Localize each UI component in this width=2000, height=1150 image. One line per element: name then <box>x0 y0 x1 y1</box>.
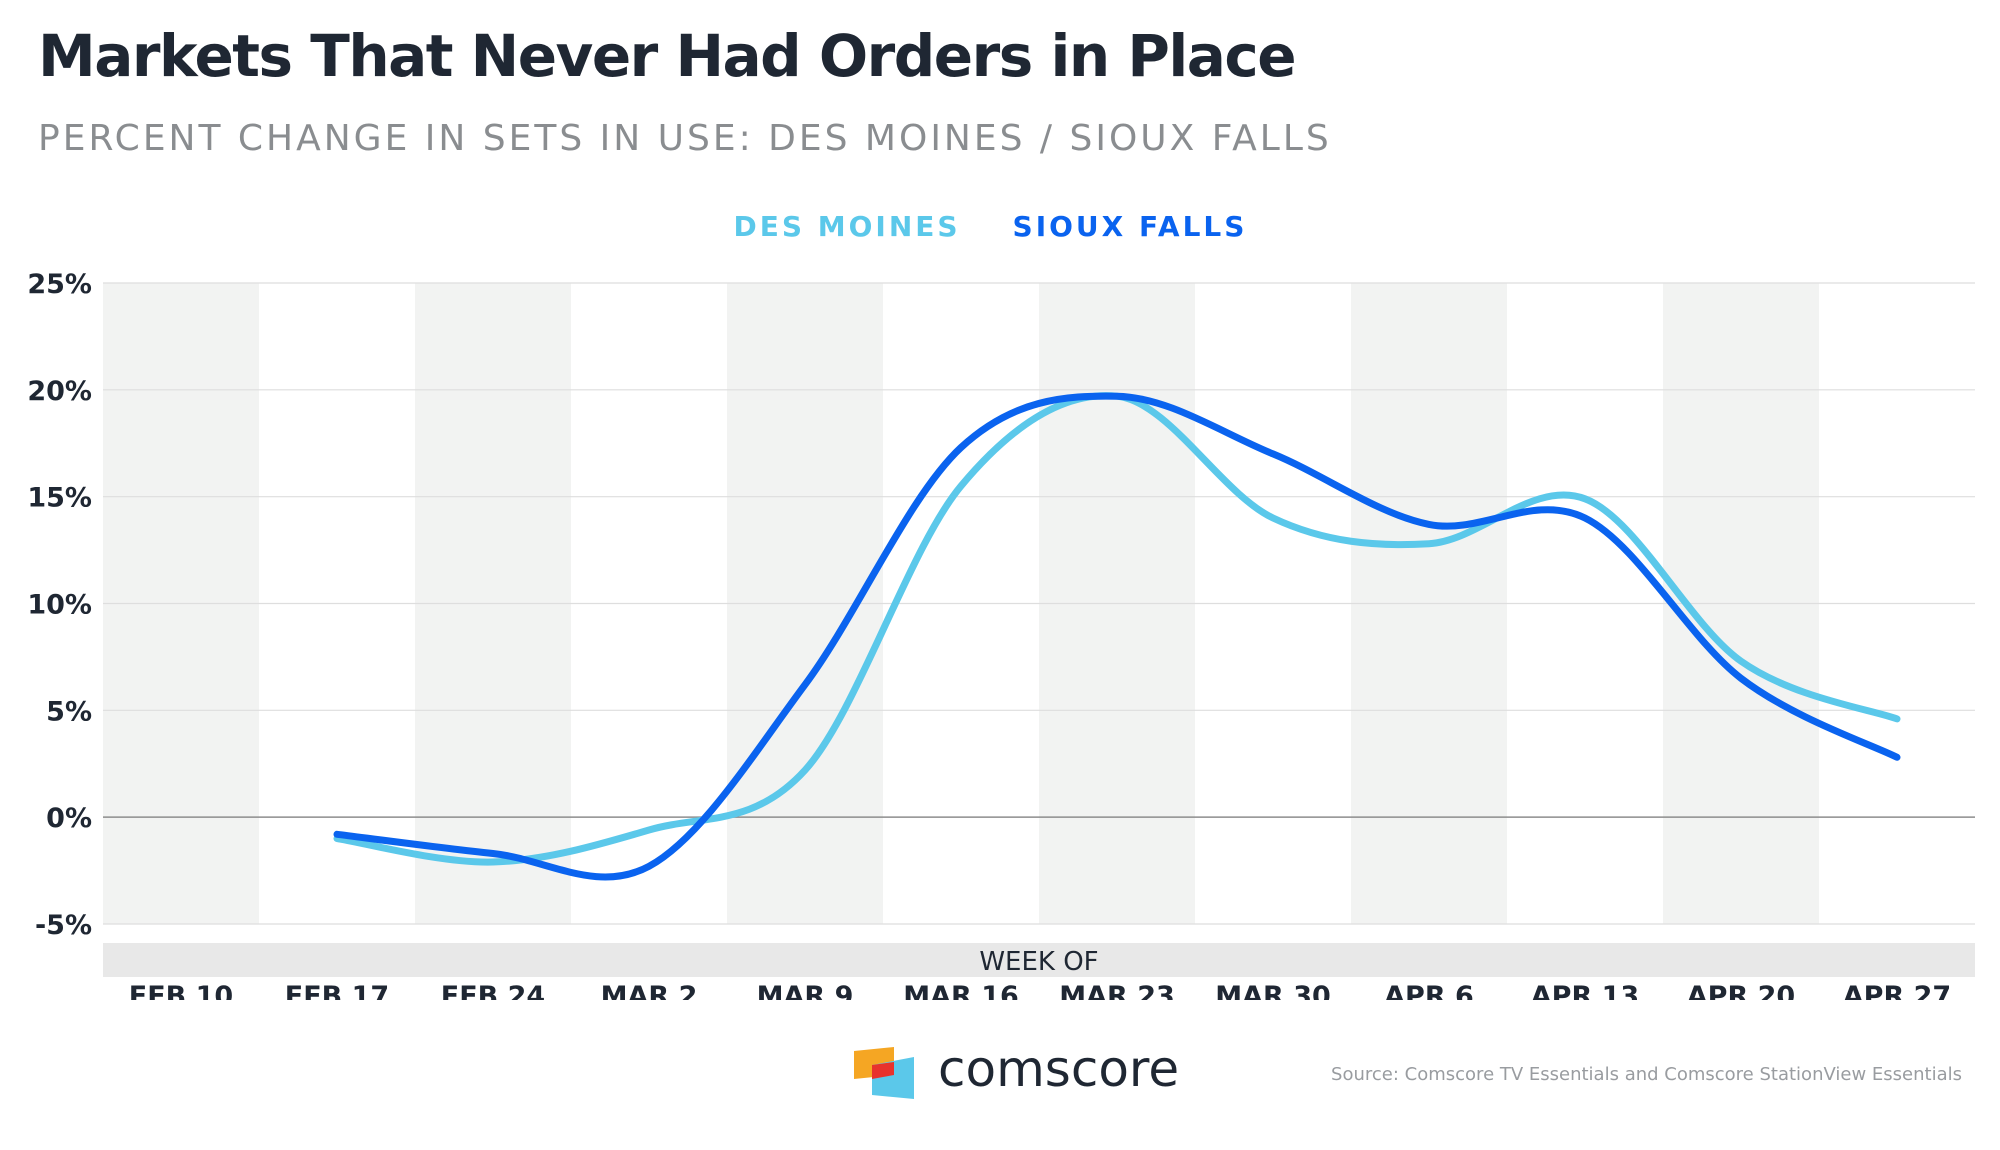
x-tick-label: FEB 10 <box>129 981 233 1000</box>
x-axis-bar <box>103 943 1975 977</box>
legend-sioux-falls: SIOUX FALLS <box>1013 210 1248 243</box>
legend-des-moines: DES MOINES <box>733 210 960 243</box>
y-axis-ticks: 25% 20% 15% 10% 5% 0% -5% <box>27 269 92 941</box>
legend: DES MOINES SIOUX FALLS <box>733 210 1248 243</box>
source-note: Source: Comscore TV Essentials and Comsc… <box>1331 1064 1962 1085</box>
x-tick-label: APR 20 <box>1687 981 1795 1000</box>
x-tick-label: MAR 2 <box>601 981 698 1000</box>
x-axis-ticks: FEB 10 FEB 17 FEB 24 MAR 2 MAR 9 MAR 16 MAR 23… <box>129 981 1951 1000</box>
chart-subtitle: PERCENT CHANGE IN SETS IN USE: DES MOINE… <box>38 118 1332 159</box>
x-tick-label: FEB 24 <box>441 981 545 1000</box>
x-tick-label: MAR 16 <box>903 981 1019 1000</box>
x-tick-label: MAR 9 <box>757 981 854 1000</box>
series-line-sioux-falls <box>333 392 1901 881</box>
x-tick-label: MAR 30 <box>1215 981 1331 1000</box>
brand-name: comscore <box>938 1040 1180 1098</box>
y-tick-label: -5% <box>35 910 92 941</box>
x-tick-label: APR 6 <box>1384 981 1474 1000</box>
chart-title: Markets That Never Had Orders in Place <box>38 22 1297 90</box>
x-tick-label: APR 13 <box>1531 981 1639 1000</box>
x-tick-label: MAR 23 <box>1059 981 1175 1000</box>
comscore-logo-icon <box>854 1047 914 1099</box>
y-tick-label: 5% <box>46 696 92 727</box>
y-tick-label: 25% <box>27 269 92 300</box>
series-lines <box>333 392 1901 881</box>
gridlines <box>103 282 1975 925</box>
y-tick-label: 15% <box>27 483 92 514</box>
y-tick-label: 0% <box>46 803 92 834</box>
x-tick-label: FEB 17 <box>285 981 389 1000</box>
y-tick-label: 20% <box>27 376 92 407</box>
x-axis-label: WEEK OF <box>979 947 1098 977</box>
line-chart: 25% 20% 15% 10% 5% 0% -5% WEEK OF FEB 10 FEB 17… <box>27 210 1975 1000</box>
x-tick-label: APR 27 <box>1843 981 1951 1000</box>
y-tick-label: 10% <box>27 590 92 621</box>
